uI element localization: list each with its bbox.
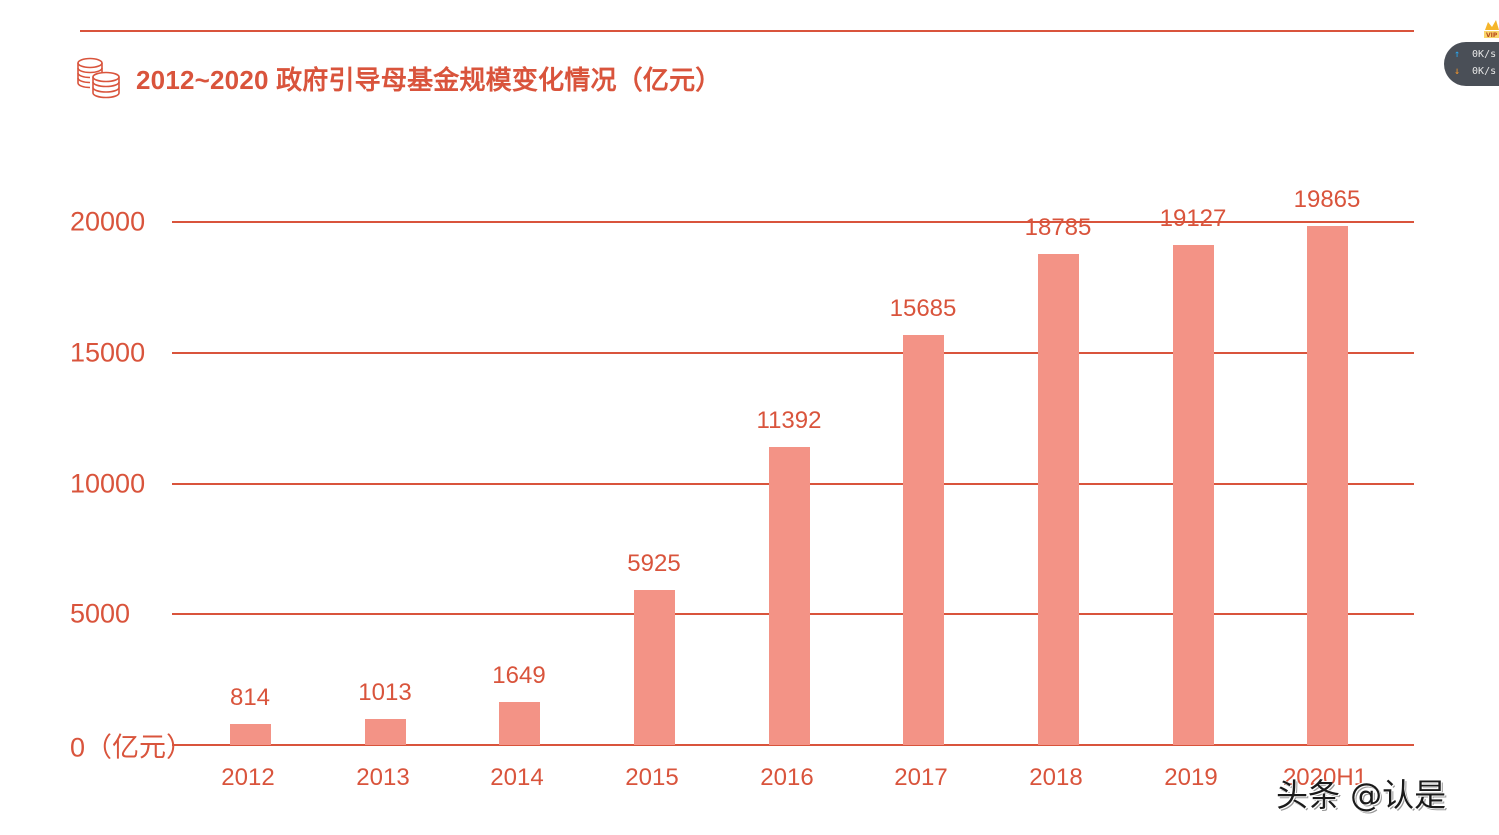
bar-value-label: 15685 — [889, 294, 957, 322]
bar-2016 — [768, 447, 810, 745]
chart-title: 2012~2020 政府引导母基金规模变化情况（亿元） — [136, 64, 722, 95]
gridline — [172, 221, 1414, 223]
x-tick-label: 2012 — [221, 764, 275, 791]
bar-2017 — [902, 334, 944, 745]
bar-2013 — [364, 718, 406, 745]
x-axis-baseline — [172, 744, 1414, 746]
x-tick-label: 2017 — [894, 764, 948, 791]
x-tick-label: 2016 — [760, 764, 814, 791]
y-tick-label: 10000 — [70, 468, 146, 499]
chart-header: 2012~2020 政府引导母基金规模变化情况（亿元） — [76, 56, 722, 100]
top-divider — [80, 30, 1414, 32]
bar-2019 — [1172, 244, 1214, 745]
upload-arrow-icon: ↑ — [1454, 49, 1461, 60]
y-tick-label: 15000 — [70, 337, 146, 368]
bar-2014 — [498, 701, 540, 745]
x-tick-label: 2018 — [1029, 764, 1083, 791]
coins-stack-icon — [77, 57, 120, 99]
net-speed-widget[interactable]: ↑ 0K/s ↓ 0K/s — [1444, 42, 1499, 86]
watermark: 头条 @认是 — [1276, 776, 1447, 814]
bar-value-label: 18785 — [1024, 213, 1092, 241]
y-tick-label: 0（亿元） — [70, 732, 194, 763]
x-tick-label: 2014 — [490, 764, 544, 791]
svg-text:VIP: VIP — [1486, 32, 1498, 39]
bar-value-label: 11392 — [756, 407, 822, 435]
x-tick-label: 2015 — [625, 764, 679, 791]
vip-crown-icon: VIP — [1484, 20, 1499, 39]
bar-value-label: 5925 — [627, 550, 681, 578]
bar-2015 — [633, 590, 675, 745]
download-arrow-icon: ↓ — [1454, 66, 1461, 77]
bar-value-label: 19127 — [1159, 204, 1227, 232]
x-tick-label: 2013 — [356, 764, 410, 791]
bar-2020H1 — [1306, 225, 1348, 745]
download-speed: 0K/s — [1472, 66, 1497, 77]
bar-value-label: 1649 — [492, 661, 546, 689]
x-tick-label: 2020H1 — [1282, 764, 1368, 791]
y-tick-label: 20000 — [70, 206, 146, 237]
bar-value-label: 814 — [229, 683, 271, 711]
bar-2012 — [229, 723, 271, 745]
x-tick-label: 2019 — [1164, 764, 1218, 791]
y-tick-label: 5000 — [70, 598, 131, 629]
bar-value-label: 1013 — [358, 678, 412, 706]
gridline — [172, 352, 1414, 354]
bar-2018 — [1037, 253, 1079, 745]
bar-value-label: 19865 — [1293, 185, 1361, 213]
upload-speed: 0K/s — [1472, 49, 1497, 60]
